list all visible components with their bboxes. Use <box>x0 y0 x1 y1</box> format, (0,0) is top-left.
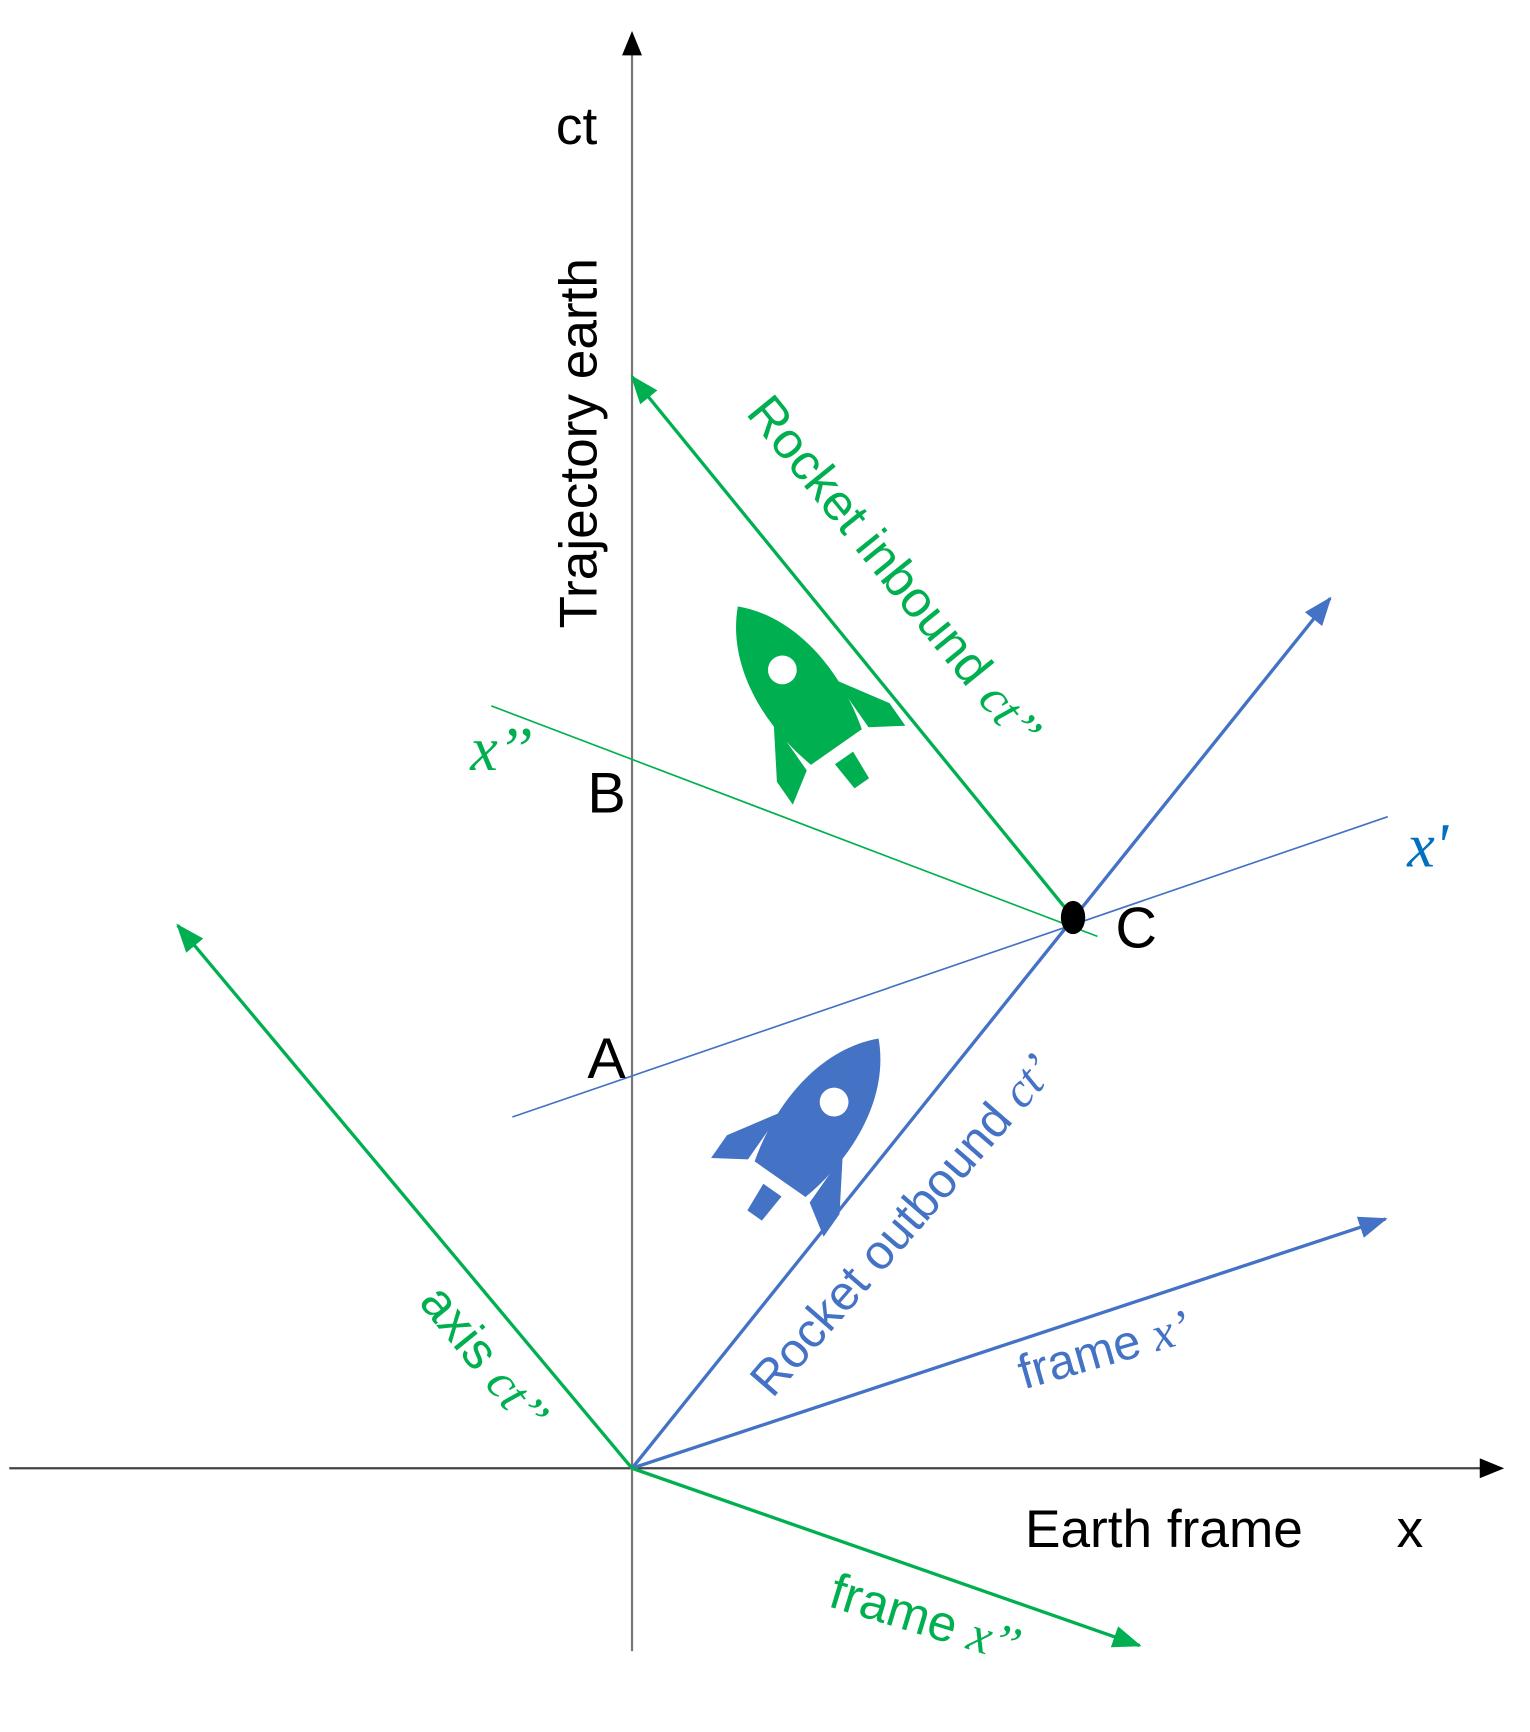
x-double-prime-line-label: x’’ <box>469 716 532 784</box>
inbound-line <box>630 375 1075 919</box>
horizontal-title: Earth frame <box>1025 1500 1303 1559</box>
frame-x-prime-line <box>631 1216 1388 1470</box>
green-rocket-icon <box>736 606 906 805</box>
axis-ct-double-prime-line <box>176 923 634 1470</box>
frame-x-prime-label: frame x’ <box>1012 1300 1196 1400</box>
blue-rocket-icon <box>711 1038 881 1237</box>
ct-label: ct <box>556 97 598 156</box>
axis-text: axis <box>409 1274 510 1380</box>
point-b: B <box>587 761 625 825</box>
point-a: A <box>587 1027 626 1091</box>
outbound-line <box>630 596 1332 1470</box>
inbound-symbol: ct’’ <box>967 672 1051 758</box>
vertical-title: Trajectory earth <box>550 258 609 628</box>
x-label: x <box>1397 1500 1424 1559</box>
point-c: C <box>1115 896 1157 960</box>
outbound-symbol: ct’ <box>991 1044 1065 1118</box>
x-prime-line-label: x' <box>1406 813 1450 881</box>
axis-symbol: ct’’ <box>475 1356 559 1442</box>
frame-x-double-prime-symbol: x’’ <box>960 1606 1026 1675</box>
x-double-prime-simultaneity-line <box>490 705 1098 938</box>
frame-x-double-prime-line <box>631 1466 1142 1648</box>
frame-x-double-prime-label: frame x’’ <box>823 1562 1027 1675</box>
x-prime-simultaneity-line <box>512 815 1389 1118</box>
frame-x-prime-symbol: x’ <box>1144 1300 1196 1363</box>
point-c-dot <box>1060 900 1086 935</box>
frame-x-prime-text: frame <box>1012 1314 1147 1400</box>
